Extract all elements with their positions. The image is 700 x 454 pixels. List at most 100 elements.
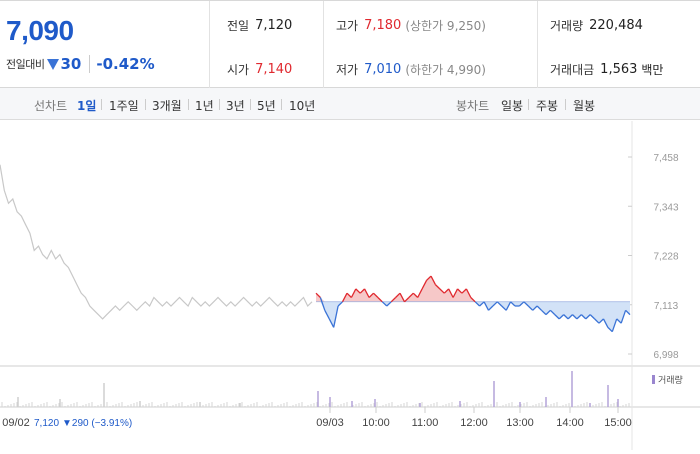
volume-legend-swatch (652, 375, 655, 384)
today-line-segment (541, 309, 547, 316)
divider (101, 99, 102, 110)
today-line-segment (443, 288, 450, 294)
stat-value: 1,563 (600, 61, 638, 77)
period-monthly[interactable]: 월봉 (573, 99, 596, 113)
period-1w[interactable]: 1주일 (109, 99, 139, 113)
today-line-segment (417, 288, 423, 298)
period-daily[interactable]: 일봉 (501, 99, 524, 113)
today-line-segment (545, 309, 551, 316)
lower-limit: (하한가 4,990) (405, 62, 486, 77)
stat-volume: 거래량 220,484 (550, 15, 643, 35)
chart-area[interactable]: 7,458 7,343 7,228 7,113 6,998 거래량 09/02 09/03 10… (0, 121, 700, 450)
stat-value: 7,010 (364, 61, 402, 77)
upper-limit: (상한가 9,250) (405, 18, 486, 33)
period-weekly[interactable]: 주봉 (536, 99, 559, 113)
today-line-segment (333, 305, 339, 328)
y-tick-label: 7,458 (653, 153, 678, 164)
today-line-segment (580, 314, 587, 320)
today-line-segment (527, 305, 534, 311)
today-line-segment (373, 292, 379, 298)
stat-unit: 백만 (641, 62, 664, 77)
below-baseline-fill (316, 301, 630, 332)
today-line-segment (426, 275, 432, 281)
stat-open: 시가 7,140 (227, 59, 292, 79)
today-line-segment (572, 314, 578, 320)
today-line-segment (483, 301, 490, 311)
y-tick-label: 7,113 (654, 301, 679, 312)
divider (528, 99, 529, 110)
today-line-segment (412, 292, 419, 298)
today-line-segment (461, 288, 467, 294)
volume-legend-label: 거래량 (658, 374, 683, 385)
x-tick-label: 11:00 (412, 417, 439, 429)
today-line-segment (496, 301, 503, 307)
stat-value: 7,140 (255, 61, 293, 77)
price-chart[interactable]: 7,458 7,343 7,228 7,113 6,998 거래량 09/02 09/03 10… (0, 121, 700, 450)
today-line-segment (576, 314, 582, 320)
today-line-segment (567, 314, 573, 320)
y-tick-label: 6,998 (653, 350, 678, 361)
today-line-segment (404, 297, 410, 303)
down-arrow-icon (47, 58, 60, 70)
today-line-segment (536, 305, 542, 311)
y-tick-label: 7,228 (653, 252, 678, 263)
today-line-segment (346, 292, 352, 298)
today-line-segment (589, 314, 596, 320)
today-line-segment (319, 297, 326, 311)
today-line-segment (364, 288, 370, 298)
today-line-segment (350, 288, 357, 298)
x-tick-label: 12:00 (460, 417, 488, 429)
today-line-segment (523, 301, 529, 307)
today-line-segment (594, 318, 600, 324)
today-line-segment (324, 309, 330, 320)
today-line-segment (359, 288, 366, 294)
stat-prev-close: 전일 7,120 (227, 15, 292, 35)
stat-column-3: 거래량 220,484 거래대금 1,563 백만 (537, 1, 700, 88)
today-line-segment (381, 301, 388, 307)
stat-label: 거래대금 (550, 62, 595, 77)
period-1d[interactable]: 1일 (77, 99, 97, 113)
stat-column-2: 고가 7,180 (상한가 9,250) 저가 7,010 (하한가 4,990… (323, 1, 537, 88)
today-line-segment (549, 309, 556, 316)
today-line-segment (625, 309, 631, 316)
stat-label: 거래량 (550, 18, 584, 33)
today-line-segment (616, 318, 622, 324)
change-row: 전일대비 30 -0.42% (6, 55, 155, 73)
stat-value: 7,120 (255, 17, 293, 33)
period-3y[interactable]: 3년 (226, 99, 245, 113)
today-line-segment (465, 288, 472, 298)
today-line-segment (585, 314, 591, 320)
divider (219, 99, 220, 110)
prev-day-close-label: 7,120 (34, 418, 59, 429)
period-3m[interactable]: 3개월 (152, 99, 182, 113)
stat-label: 시가 (227, 62, 250, 77)
today-line-segment (479, 301, 485, 307)
period-1y[interactable]: 1년 (195, 99, 214, 113)
stat-low: 저가 7,010 (하한가 4,990) (336, 59, 486, 79)
period-10y[interactable]: 10년 (289, 99, 316, 113)
stat-amount: 거래대금 1,563 백만 (550, 59, 663, 79)
today-line-segment (315, 292, 321, 298)
y-tick-label: 7,343 (653, 202, 678, 213)
divider (145, 99, 146, 110)
today-line-segment (452, 288, 459, 298)
today-line-segment (386, 301, 392, 307)
today-line-segment (341, 292, 348, 303)
change-percent: -0.42% (89, 55, 155, 73)
prev-day-change-label: ▼290 (−3.91%) (62, 418, 132, 429)
x-tick-label: 15:00 (604, 417, 632, 429)
today-line-segment (607, 326, 613, 333)
today-line-segment (554, 314, 560, 320)
today-line-segment (337, 301, 343, 307)
change-label: 전일대비 (6, 58, 45, 71)
change-value: 30 (60, 55, 82, 73)
today-line-segment (488, 305, 494, 311)
stat-column-1: 전일 7,120 시가 7,140 (211, 1, 323, 88)
above-baseline-fill (316, 276, 630, 302)
today-line-segment (505, 301, 512, 311)
today-line-segment (355, 288, 361, 294)
today-line-segment (563, 314, 569, 320)
today-line-segment (408, 292, 414, 298)
period-5y[interactable]: 5년 (257, 99, 276, 113)
